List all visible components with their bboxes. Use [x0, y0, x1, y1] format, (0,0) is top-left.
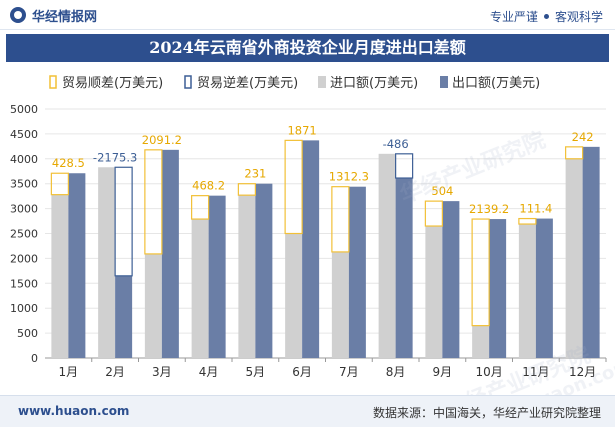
surplus-bar	[565, 146, 584, 160]
title-band: 2024年云南省外商投资企业月度进出口差额	[6, 34, 609, 62]
legend-label: 出口额(万美元)	[452, 76, 540, 91]
import-bar	[238, 195, 256, 358]
import-bar	[285, 233, 303, 358]
x-tick-label: 7月	[339, 365, 359, 379]
legend-swatch-exports	[440, 76, 448, 88]
import-bar	[425, 226, 443, 358]
export-bar	[582, 146, 600, 358]
brand: 华经情报网	[10, 6, 98, 25]
import-bar	[144, 253, 162, 358]
balance-data-label: -486	[383, 137, 409, 151]
tagline-right: 客观科学	[554, 10, 603, 24]
footer: www.huaon.com 数据来源：中国海关，华经产业研究院整理	[0, 395, 615, 427]
x-tick-label: 11月	[522, 365, 549, 379]
balance-data-label: 231	[244, 167, 266, 181]
balance-data-label: 2139.2	[469, 202, 509, 216]
import-bar	[565, 158, 583, 358]
deficit-bar	[114, 166, 133, 277]
legend-swatch-imports	[318, 76, 326, 88]
y-tick-label: 0	[31, 352, 38, 365]
x-tick-label: 5月	[246, 365, 266, 379]
tagline: 专业严谨 客观科学	[490, 8, 603, 25]
import-bar	[518, 224, 536, 358]
legend-label: 进口额(万美元)	[330, 76, 418, 91]
x-tick-label: 4月	[199, 365, 219, 379]
y-tick-label: 3500	[10, 178, 38, 191]
balance-data-label: 1871	[287, 123, 316, 137]
brand-name: 华经情报网	[32, 9, 98, 25]
surplus-bar	[331, 186, 350, 253]
surplus-bar	[144, 149, 163, 255]
export-bar	[302, 140, 320, 358]
import-bar	[472, 325, 490, 358]
surplus-bar	[471, 218, 490, 327]
x-tick-label: 1月	[59, 365, 79, 379]
export-bar	[442, 201, 460, 358]
balance-data-label: -2175.3	[93, 150, 137, 164]
balance-data-label: 1312.3	[329, 170, 369, 184]
x-tick-label: 10月	[475, 365, 502, 379]
x-tick-label: 12月	[569, 365, 596, 379]
y-tick-label: 1500	[10, 277, 38, 290]
surplus-bar	[50, 172, 69, 196]
legend-swatch-deficit	[184, 75, 192, 89]
y-tick-label: 4500	[10, 128, 38, 141]
legend-label: 贸易顺差(万美元)	[62, 76, 163, 91]
y-tick-label: 3000	[10, 203, 38, 216]
x-tick-label: 3月	[152, 365, 172, 379]
y-tick-label: 2500	[10, 228, 38, 241]
deficit-bar	[395, 153, 414, 179]
top-bar: 华经情报网 专业严谨 客观科学	[0, 0, 615, 30]
import-bar	[98, 167, 116, 358]
legend-swatch-surplus	[49, 75, 57, 89]
balance-data-label: 504	[431, 184, 453, 198]
export-bar	[161, 149, 179, 358]
balance-data-label: 428.5	[52, 156, 85, 170]
export-bar	[255, 183, 273, 358]
export-bar	[68, 173, 86, 358]
y-tick-label: 2000	[10, 252, 38, 265]
surplus-bar	[284, 139, 303, 235]
footer-source: 数据来源：中国海关，华经产业研究院整理	[372, 406, 601, 420]
x-tick-label: 6月	[292, 365, 312, 379]
import-bar	[378, 153, 396, 358]
balance-data-label: 111.4	[519, 202, 552, 216]
tagline-left: 专业严谨	[489, 10, 538, 24]
export-bar	[489, 219, 507, 358]
export-bar	[395, 178, 413, 358]
x-tick-label: 2月	[105, 365, 125, 379]
import-bar	[51, 194, 69, 358]
surplus-bar	[518, 217, 537, 225]
balance-data-label: 2091.2	[142, 133, 182, 147]
chart: 贸易顺差(万美元) 贸易逆差(万美元) 进口额(万美元) 出口额(万美元) 0 500 10…	[10, 75, 607, 379]
chart-title: 2024年云南省外商投资企业月度进出口差额	[149, 38, 466, 57]
surplus-bar	[237, 183, 256, 196]
balance-data-label: 468.2	[192, 179, 225, 193]
legend-label: 贸易逆差(万美元)	[197, 75, 298, 91]
x-tick-label: 8月	[386, 365, 406, 379]
tagline-dot-icon	[543, 14, 549, 19]
export-bar	[535, 218, 553, 358]
y-tick-label: 500	[17, 327, 38, 340]
export-bar	[208, 195, 226, 358]
footer-website[interactable]: www.huaon.com	[18, 404, 130, 418]
y-tick-label: 4000	[10, 153, 38, 166]
brand-logo-icon	[10, 7, 26, 23]
y-tick-label: 1000	[10, 302, 38, 315]
export-bar	[348, 186, 366, 358]
import-bar	[191, 219, 209, 358]
surplus-bar	[191, 195, 210, 220]
import-bar	[331, 251, 349, 358]
surplus-bar	[424, 200, 443, 227]
y-tick-label: 5000	[10, 103, 38, 116]
export-bar	[115, 275, 133, 358]
balance-data-label: 242	[572, 130, 594, 144]
x-tick-label: 9月	[433, 365, 453, 379]
